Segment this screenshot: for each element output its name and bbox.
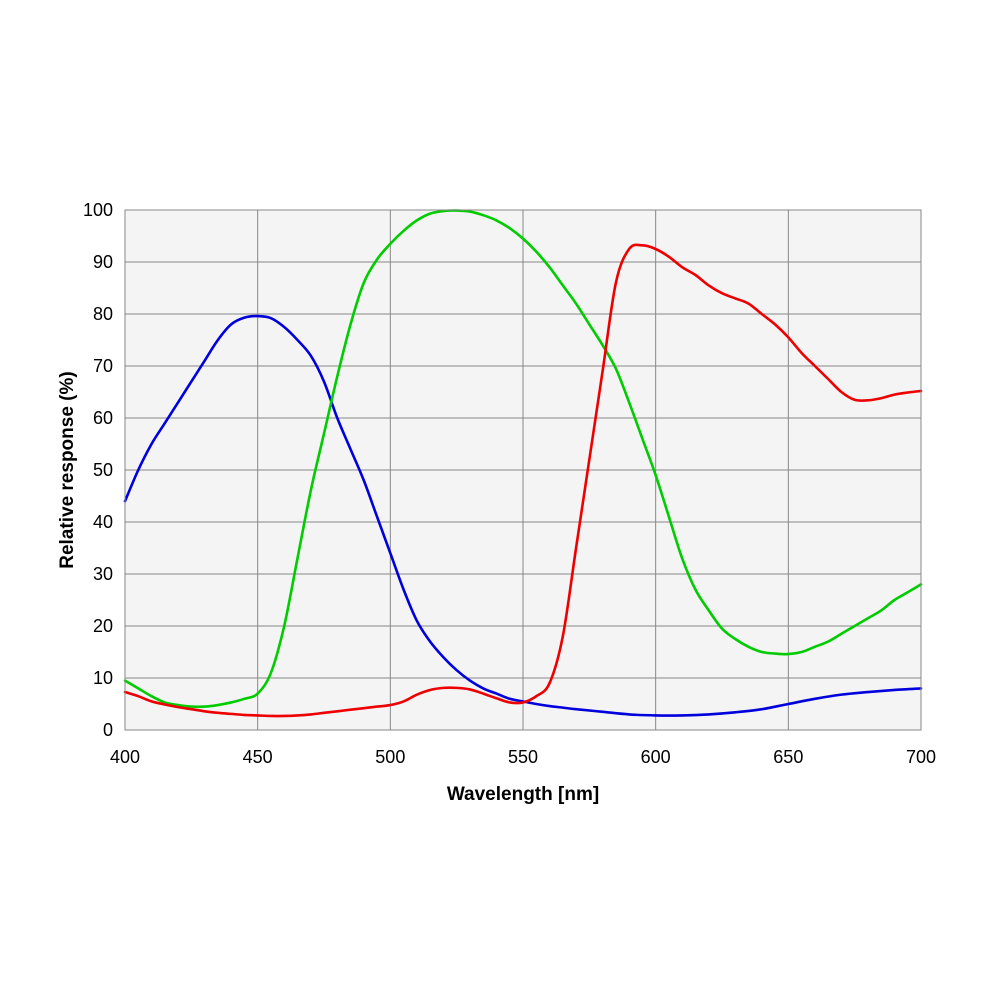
x-tick-label: 500 xyxy=(375,747,405,767)
data-series xyxy=(123,209,923,718)
y-tick-label: 70 xyxy=(93,356,113,376)
x-tick-label: 650 xyxy=(773,747,803,767)
series-line-1 xyxy=(123,209,923,709)
y-tick-label: 60 xyxy=(93,408,113,428)
x-tick-label: 400 xyxy=(110,747,140,767)
x-axis-title: Wavelength [nm] xyxy=(447,784,599,805)
y-tick-label: 0 xyxy=(103,720,113,740)
x-tick-label: 450 xyxy=(243,747,273,767)
y-tick-label: 20 xyxy=(93,616,113,636)
x-tick-label: 550 xyxy=(508,747,538,767)
x-tick-labels: 400 450 500 550 600 650 700 xyxy=(110,747,936,767)
y-tick-label: 90 xyxy=(93,252,113,272)
y-tick-label: 100 xyxy=(83,200,113,220)
series-line-0 xyxy=(123,314,923,717)
y-tick-label: 30 xyxy=(93,564,113,584)
y-tick-labels: 0 10 20 30 40 50 60 70 80 90 100 xyxy=(83,200,113,740)
y-tick-label: 50 xyxy=(93,460,113,480)
y-tick-label: 10 xyxy=(93,668,113,688)
y-tick-label: 80 xyxy=(93,304,113,324)
y-axis-title: Relative response (%) xyxy=(57,371,78,568)
x-tick-label: 700 xyxy=(906,747,936,767)
plot-frame xyxy=(124,209,922,731)
x-tick-label: 600 xyxy=(641,747,671,767)
series-line-2 xyxy=(123,243,923,718)
y-tick-label: 40 xyxy=(93,512,113,532)
